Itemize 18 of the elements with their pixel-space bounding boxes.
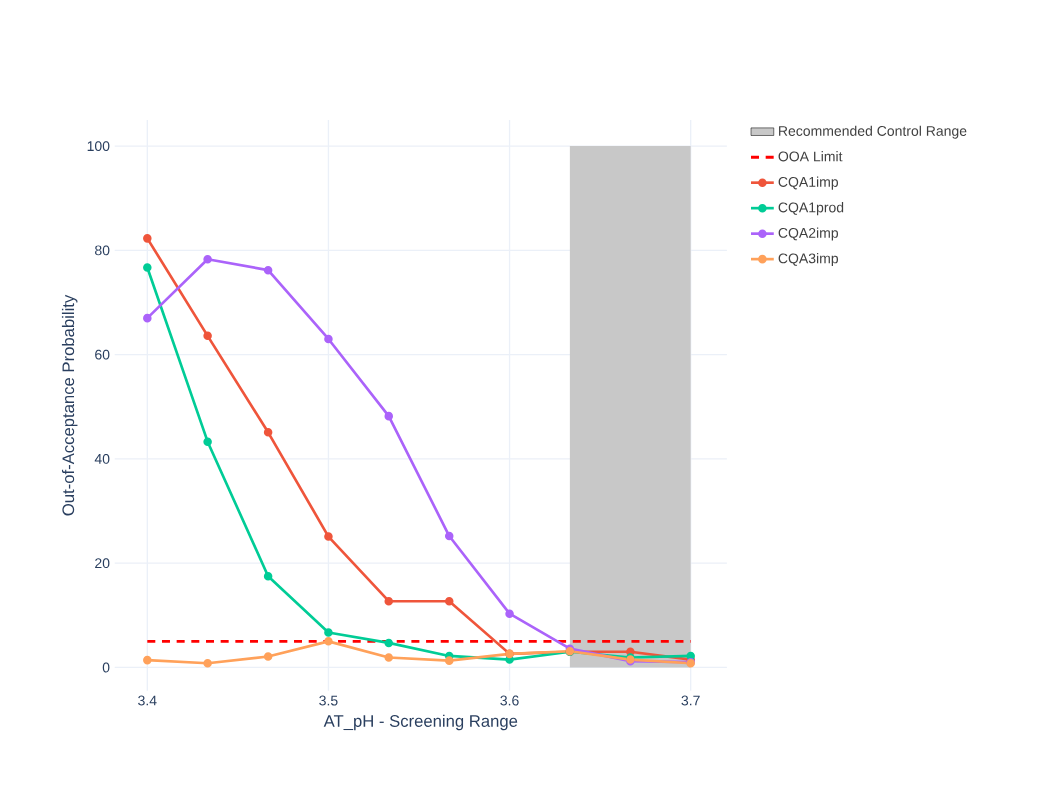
legend-label: CQA1prod xyxy=(778,202,844,216)
y-axis-title: Out-of-Acceptance Probability xyxy=(61,294,78,516)
legend-label: CQA2imp xyxy=(778,227,839,241)
y-tick-label: 0 xyxy=(102,662,110,673)
x-tick-label: 3.6 xyxy=(500,695,519,706)
x-tick-label: 3.5 xyxy=(319,695,338,706)
y-tick-label: 40 xyxy=(94,454,110,465)
y-tick-label: 80 xyxy=(95,245,110,256)
y-tick-label: 20 xyxy=(95,558,110,569)
y-tick-label: 100 xyxy=(87,141,110,152)
legend-label: CQA1imp xyxy=(778,176,839,190)
legend-label: Recommended Control Range xyxy=(779,125,967,139)
y-tick-label: 60 xyxy=(95,349,110,360)
legend-label: CQA3imp xyxy=(778,253,839,267)
x-tick-label: 3.7 xyxy=(681,695,700,706)
legend-label: OOA Limit xyxy=(778,151,843,162)
x-tick-label: 3.4 xyxy=(138,695,157,706)
x-axis-title: AT_pH - Screening Range xyxy=(323,714,518,731)
